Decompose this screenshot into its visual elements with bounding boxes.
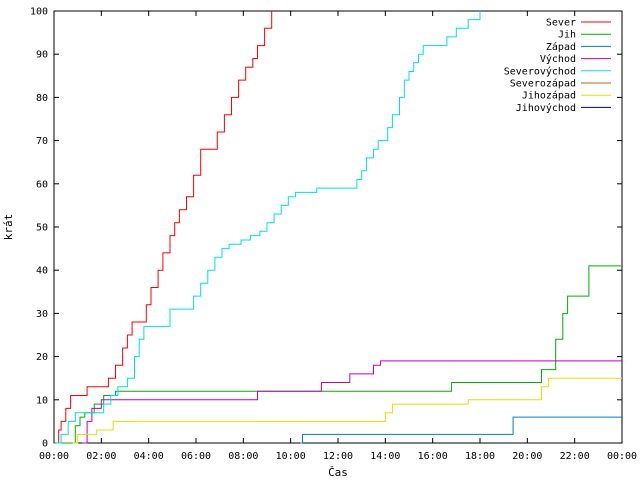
series-line-sever <box>56 11 273 444</box>
legend-label: Jihozápad <box>522 90 576 102</box>
legend-label: Jihovýchod <box>516 102 576 114</box>
legend-label: Sever <box>546 18 576 29</box>
y-tick-label: 100 <box>30 7 48 18</box>
legend-label: Jih <box>558 30 576 41</box>
x-axis-label: Čas <box>328 466 348 479</box>
x-tick-label: 04:00 <box>134 451 164 462</box>
x-tick-label: 08:00 <box>228 451 258 462</box>
series-line-severovýchod <box>56 11 481 444</box>
series-line-jih <box>54 265 622 444</box>
series-lines <box>54 11 622 444</box>
x-tick-label: 10:00 <box>276 451 306 462</box>
x-tick-label: 20:00 <box>512 451 542 462</box>
y-tick-label: 20 <box>36 352 48 363</box>
x-tick-label: 16:00 <box>418 451 448 462</box>
y-tick-label: 90 <box>36 50 48 61</box>
y-tick-label: 0 <box>42 439 48 450</box>
y-tick-label: 70 <box>36 136 48 147</box>
x-axis-ticks: 00:00 02:00 04:00 06:00 08:00 10:00 12:00 14:00… <box>39 11 637 462</box>
x-tick-label: 06:00 <box>181 451 211 462</box>
legend: SeverJihZápadVýchodSeverovýchodSeverozáp… <box>504 18 611 114</box>
y-axis-ticks: 0 10 20 30 40 50 60 70 80 90 100 <box>30 7 622 450</box>
y-axis-label: krát <box>2 214 15 241</box>
y-tick-label: 80 <box>36 93 48 104</box>
x-tick-label: 00:00 <box>607 451 637 462</box>
x-tick-label: 18:00 <box>465 451 495 462</box>
legend-label: Západ <box>546 41 576 53</box>
y-tick-label: 50 <box>36 223 48 234</box>
series-line-západ <box>300 416 622 444</box>
x-tick-label: 14:00 <box>370 451 400 462</box>
y-tick-label: 60 <box>36 179 48 190</box>
x-tick-label: 00:00 <box>39 451 69 462</box>
x-tick-label: 12:00 <box>323 451 353 462</box>
series-line-východ <box>82 360 622 444</box>
y-tick-label: 40 <box>36 266 48 277</box>
y-tick-label: 10 <box>36 395 48 406</box>
legend-label: Severozápad <box>510 78 576 90</box>
series-line-jihozápad <box>72 377 622 444</box>
x-tick-label: 22:00 <box>560 451 590 462</box>
legend-label: Východ <box>540 53 576 65</box>
y-tick-label: 30 <box>36 309 48 320</box>
legend-label: Severovýchod <box>504 65 576 77</box>
x-tick-label: 02:00 <box>86 451 116 462</box>
